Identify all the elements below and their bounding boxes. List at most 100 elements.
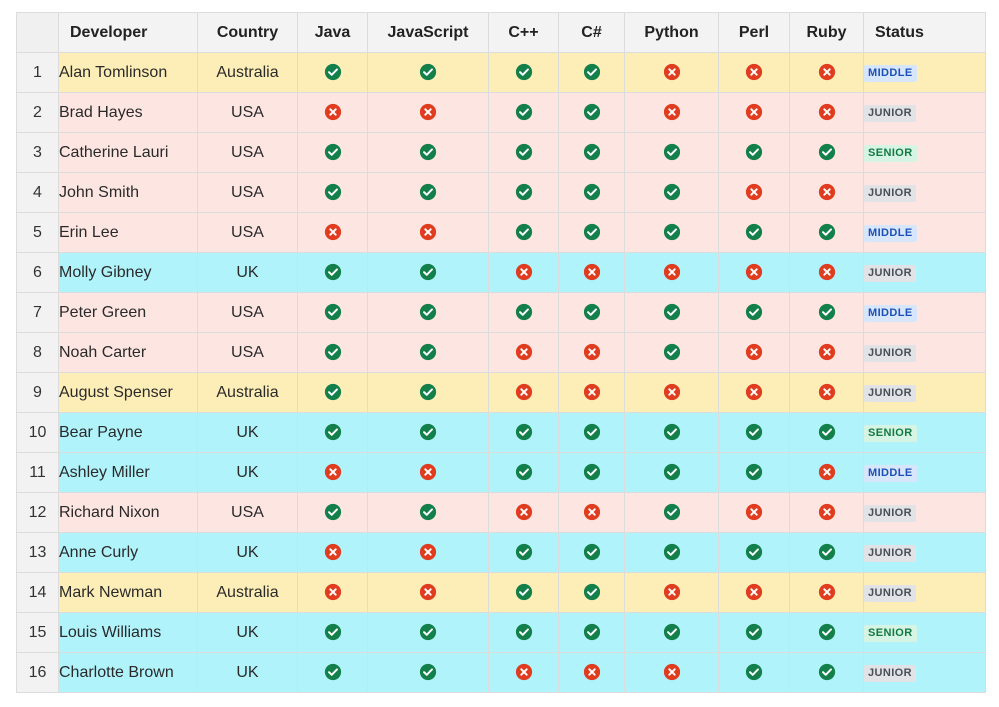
skill-cell-perl[interactable] [718,412,790,453]
skill-cell-cpp[interactable] [488,452,559,493]
table-row[interactable]: 6 Molly Gibney UK JUNIOR [16,252,986,293]
developer-cell[interactable]: Alan Tomlinson [58,52,198,93]
status-cell[interactable]: SENIOR [863,412,986,453]
skill-cell-java[interactable] [297,92,368,133]
skill-cell-cpp[interactable] [488,492,559,533]
status-cell[interactable]: JUNIOR [863,92,986,133]
skill-cell-perl[interactable] [718,52,790,93]
skill-cell-csharp[interactable] [558,452,625,493]
country-cell[interactable]: USA [197,492,298,533]
skill-cell-python[interactable] [624,52,719,93]
skill-cell-perl[interactable] [718,212,790,253]
country-cell[interactable]: USA [197,212,298,253]
skill-cell-csharp[interactable] [558,612,625,653]
country-cell[interactable]: UK [197,412,298,453]
skill-cell-ruby[interactable] [789,292,864,333]
skill-cell-javascript[interactable] [367,332,489,373]
skill-cell-cpp[interactable] [488,532,559,573]
skill-cell-java[interactable] [297,652,368,693]
country-cell[interactable]: UK [197,652,298,693]
skill-cell-perl[interactable] [718,332,790,373]
skill-cell-javascript[interactable] [367,212,489,253]
skill-cell-cpp[interactable] [488,172,559,213]
skill-cell-csharp[interactable] [558,492,625,533]
status-cell[interactable]: SENIOR [863,612,986,653]
header-index[interactable] [16,12,59,53]
skill-cell-javascript[interactable] [367,132,489,173]
skill-cell-ruby[interactable] [789,212,864,253]
skill-cell-ruby[interactable] [789,372,864,413]
skill-cell-csharp[interactable] [558,132,625,173]
header-csharp[interactable]: C# [558,12,625,53]
status-cell[interactable]: JUNIOR [863,492,986,533]
skill-cell-javascript[interactable] [367,292,489,333]
skill-cell-javascript[interactable] [367,372,489,413]
developer-cell[interactable]: Erin Lee [58,212,198,253]
skill-cell-ruby[interactable] [789,132,864,173]
country-cell[interactable]: USA [197,92,298,133]
skill-cell-javascript[interactable] [367,652,489,693]
header-perl[interactable]: Perl [718,12,790,53]
skill-cell-python[interactable] [624,532,719,573]
skill-cell-perl[interactable] [718,572,790,613]
skill-cell-python[interactable] [624,652,719,693]
skill-cell-perl[interactable] [718,132,790,173]
skill-cell-csharp[interactable] [558,252,625,293]
table-row[interactable]: 1 Alan Tomlinson Australia MIDDLE [16,52,986,93]
skill-cell-javascript[interactable] [367,572,489,613]
skill-cell-ruby[interactable] [789,252,864,293]
skill-cell-java[interactable] [297,532,368,573]
skill-cell-perl[interactable] [718,92,790,133]
skill-cell-csharp[interactable] [558,652,625,693]
developer-cell[interactable]: Richard Nixon [58,492,198,533]
header-python[interactable]: Python [624,12,719,53]
skill-cell-perl[interactable] [718,612,790,653]
skill-cell-perl[interactable] [718,372,790,413]
skill-cell-csharp[interactable] [558,332,625,373]
skill-cell-perl[interactable] [718,652,790,693]
header-ruby[interactable]: Ruby [789,12,864,53]
developer-cell[interactable]: Brad Hayes [58,92,198,133]
skill-cell-cpp[interactable] [488,332,559,373]
developer-cell[interactable]: Peter Green [58,292,198,333]
status-cell[interactable]: JUNIOR [863,252,986,293]
skill-cell-java[interactable] [297,212,368,253]
table-row[interactable]: 16 Charlotte Brown UK JUNIOR [16,652,986,693]
skill-cell-cpp[interactable] [488,612,559,653]
skill-cell-python[interactable] [624,92,719,133]
table-row[interactable]: 12 Richard Nixon USA JUNIOR [16,492,986,533]
skill-cell-python[interactable] [624,252,719,293]
skill-cell-java[interactable] [297,172,368,213]
status-cell[interactable]: SENIOR [863,132,986,173]
skill-cell-cpp[interactable] [488,372,559,413]
skill-cell-perl[interactable] [718,492,790,533]
developer-cell[interactable]: Ashley Miller [58,452,198,493]
table-row[interactable]: 15 Louis Williams UK SENIOR [16,612,986,653]
skill-cell-perl[interactable] [718,172,790,213]
skill-cell-cpp[interactable] [488,52,559,93]
developer-cell[interactable]: Bear Payne [58,412,198,453]
skill-cell-ruby[interactable] [789,52,864,93]
skill-cell-perl[interactable] [718,532,790,573]
developer-cell[interactable]: Louis Williams [58,612,198,653]
skill-cell-csharp[interactable] [558,172,625,213]
developer-cell[interactable]: John Smith [58,172,198,213]
skill-cell-javascript[interactable] [367,52,489,93]
header-java[interactable]: Java [297,12,368,53]
skill-cell-python[interactable] [624,332,719,373]
skill-cell-python[interactable] [624,212,719,253]
status-cell[interactable]: MIDDLE [863,212,986,253]
skill-cell-csharp[interactable] [558,52,625,93]
country-cell[interactable]: USA [197,172,298,213]
skill-cell-java[interactable] [297,52,368,93]
skill-cell-ruby[interactable] [789,492,864,533]
skill-cell-java[interactable] [297,492,368,533]
skill-cell-ruby[interactable] [789,412,864,453]
table-row[interactable]: 5 Erin Lee USA MIDDLE [16,212,986,253]
developer-cell[interactable]: Mark Newman [58,572,198,613]
table-row[interactable]: 9 August Spenser Australia JUNIOR [16,372,986,413]
table-row[interactable]: 8 Noah Carter USA JUNIOR [16,332,986,373]
country-cell[interactable]: Australia [197,372,298,413]
skill-cell-perl[interactable] [718,252,790,293]
skill-cell-cpp[interactable] [488,292,559,333]
